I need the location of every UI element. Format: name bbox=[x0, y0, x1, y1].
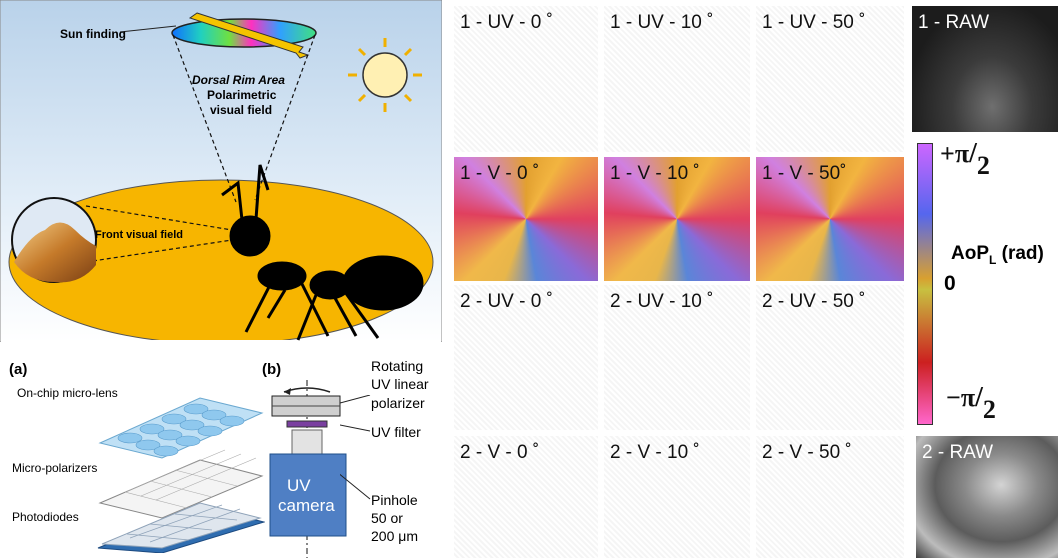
aop-text: AoP bbox=[951, 243, 989, 264]
camera-label-line2: camera bbox=[278, 496, 335, 515]
aop-1-uv-50: 1 - UV - 50 ˚ bbox=[756, 6, 904, 152]
aop-1-v-50: 1 - V - 50˚ bbox=[756, 157, 904, 281]
colorbar-bottom-denominator: 2 bbox=[982, 395, 996, 424]
front-visual-field-label: Front visual field bbox=[95, 229, 184, 241]
aop-1-v-0: 1 - V - 0 ˚ bbox=[454, 157, 598, 281]
rotating-label-2: UV linear bbox=[371, 376, 429, 392]
colorbar-top-label: +π/2 bbox=[940, 138, 990, 180]
micro-polarizer-layer bbox=[98, 449, 264, 519]
colorbar-bottom-label: −π/2 bbox=[946, 382, 996, 424]
micro-lens-layer bbox=[98, 397, 264, 459]
dorsal-rim-area-label: Dorsal Rim Area bbox=[192, 73, 285, 87]
sensor-stack-diagram bbox=[97, 397, 265, 553]
raw-1-label: 1 - RAW bbox=[918, 12, 990, 33]
pinhole-label-2: 50 or bbox=[371, 510, 403, 526]
visual-field-label: visual field bbox=[210, 103, 273, 117]
aop-1-uv-10-label: 1 - UV - 10 ˚ bbox=[610, 12, 714, 33]
polarimetric-label: Polarimetric bbox=[207, 88, 277, 102]
colorbar-top-denominator: 2 bbox=[976, 151, 990, 180]
aop-colorbar bbox=[917, 143, 933, 425]
rotating-label-3: polarizer bbox=[371, 395, 425, 411]
aop-2-uv-0: 2 - UV - 0 ˚ bbox=[454, 285, 598, 430]
aop-1-uv-0: 1 - UV - 0 ˚ bbox=[454, 6, 598, 152]
micro-polarizers-label: Micro-polarizers bbox=[12, 461, 98, 475]
aop-1-v-10: 1 - V - 10 ˚ bbox=[604, 157, 750, 281]
colorbar-top-numerator: +π bbox=[940, 139, 970, 168]
raw-image-2: 2 - RAW bbox=[916, 436, 1058, 558]
aop-2-v-10: 2 - V - 10 ˚ bbox=[604, 436, 750, 558]
aop-2-uv-50-label: 2 - UV - 50 ˚ bbox=[762, 291, 866, 312]
photodiodes-label: Photodiodes bbox=[12, 510, 79, 524]
aop-1-uv-50-label: 1 - UV - 50 ˚ bbox=[762, 12, 866, 33]
lens-tube bbox=[291, 429, 323, 455]
aop-subscript: L bbox=[989, 252, 997, 267]
uv-camera-body bbox=[269, 453, 347, 537]
panel-a-tag: (a) bbox=[9, 361, 28, 378]
sun-finding-label: Sun finding bbox=[60, 27, 126, 41]
aop-2-v-0-label: 2 - V - 0 ˚ bbox=[460, 442, 540, 463]
aop-axis-label: AoPL (rad) bbox=[951, 243, 1044, 267]
pinhole-label-3: 200 μm bbox=[371, 528, 418, 544]
micro-lens-label: On-chip micro-lens bbox=[17, 386, 118, 400]
colorbar-bottom-numerator: −π bbox=[946, 383, 976, 412]
aop-2-v-10-label: 2 - V - 10 ˚ bbox=[610, 442, 700, 463]
aop-1-uv-0-label: 1 - UV - 0 ˚ bbox=[460, 12, 553, 33]
uv-filter bbox=[286, 420, 328, 428]
aop-2-uv-10-label: 2 - UV - 10 ˚ bbox=[610, 291, 714, 312]
raw-image-1: 1 - RAW bbox=[912, 6, 1058, 132]
aop-unit: (rad) bbox=[996, 243, 1044, 264]
rotating-label-1: Rotating bbox=[371, 358, 424, 374]
pinhole-label-1: Pinhole bbox=[371, 492, 418, 508]
callout-lines bbox=[340, 395, 371, 500]
aop-2-uv-0-label: 2 - UV - 0 ˚ bbox=[460, 291, 553, 312]
ant-silhouette bbox=[221, 164, 424, 341]
camera-setup-diagram bbox=[269, 380, 347, 558]
aop-2-v-50: 2 - V - 50 ˚ bbox=[756, 436, 904, 558]
aop-2-uv-50: 2 - UV - 50 ˚ bbox=[756, 285, 904, 430]
photodiode-layer bbox=[97, 502, 265, 553]
rotating-polarizer bbox=[271, 387, 341, 417]
aop-2-v-50-label: 2 - V - 50 ˚ bbox=[762, 442, 852, 463]
aop-1-v-10-label: 1 - V - 10 ˚ bbox=[610, 163, 700, 184]
aop-1-v-50-label: 1 - V - 50˚ bbox=[762, 163, 847, 184]
camera-label-line1: UV bbox=[287, 476, 311, 495]
colorbar-zero-label: 0 bbox=[944, 272, 956, 295]
sun-direction-arrow bbox=[188, 12, 310, 59]
uv-filter-label: UV filter bbox=[371, 424, 421, 440]
ant-polarization-illustration bbox=[0, 0, 442, 342]
aop-2-uv-10: 2 - UV - 10 ˚ bbox=[604, 285, 750, 430]
raw-2-label: 2 - RAW bbox=[922, 442, 994, 463]
sun-icon bbox=[348, 38, 422, 112]
aop-1-v-0-label: 1 - V - 0 ˚ bbox=[460, 163, 540, 184]
panel-b-tag: (b) bbox=[262, 361, 282, 378]
aop-1-uv-10: 1 - UV - 10 ˚ bbox=[604, 6, 750, 152]
aop-2-v-0: 2 - V - 0 ˚ bbox=[454, 436, 598, 558]
ground bbox=[8, 179, 434, 342]
